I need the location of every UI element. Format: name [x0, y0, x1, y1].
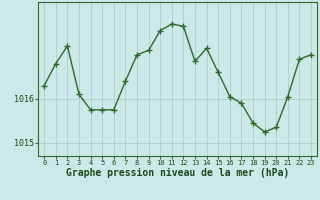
- X-axis label: Graphe pression niveau de la mer (hPa): Graphe pression niveau de la mer (hPa): [66, 168, 289, 178]
